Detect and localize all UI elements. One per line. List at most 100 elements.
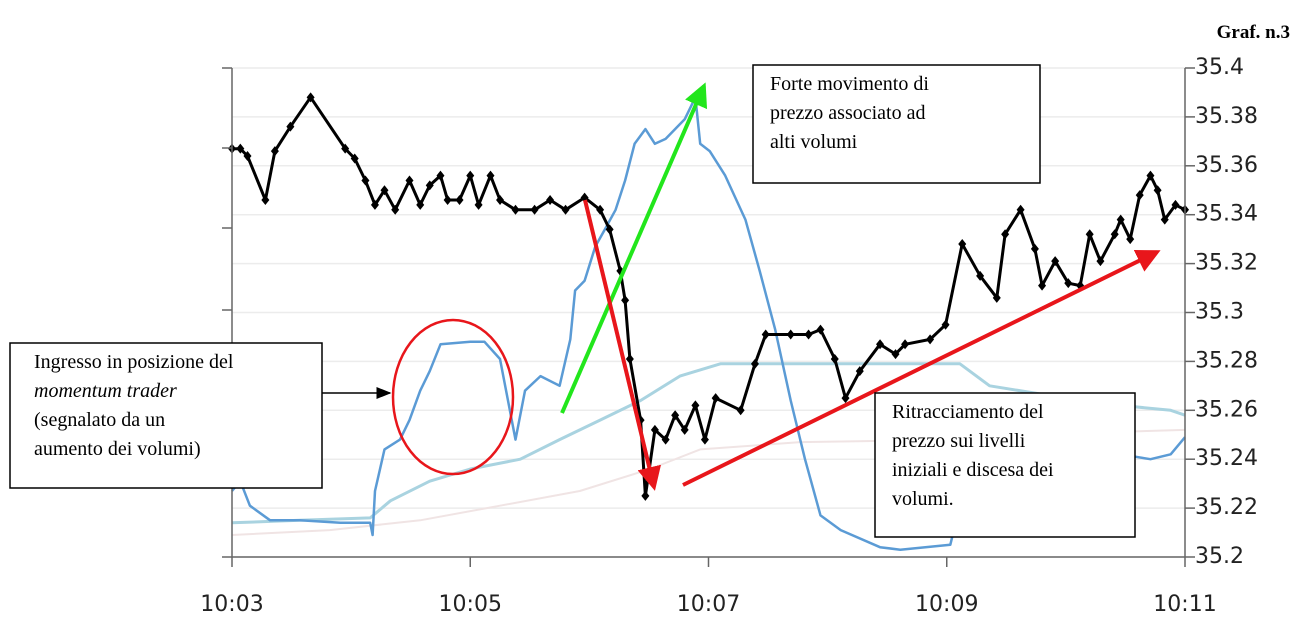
y-tick-label: 35.28 [1195,348,1258,373]
point-marker [350,153,359,164]
point-marker [486,170,495,181]
red-arrow [682,250,1161,487]
point-marker [1126,234,1135,245]
point-marker [455,195,464,206]
point-marker [496,195,505,206]
y-tick-label: 35.2 [1195,544,1244,569]
point-marker [700,434,709,445]
point-marker [1116,214,1125,225]
point-marker [261,195,270,206]
annotation-text: prezzo associato ad [770,102,925,124]
point-marker [816,324,825,335]
y-tick-label: 35.38 [1195,104,1258,129]
point-marker [425,180,434,191]
point-marker [941,319,950,330]
point-marker [691,400,700,411]
annotation-text: Ritracciamento del [892,401,1044,423]
annotation-text: aumento dei volumi) [34,438,201,460]
point-marker [474,199,483,210]
y-tick-label: 35.22 [1195,495,1258,520]
point-marker [1064,278,1073,289]
point-marker [1038,280,1047,291]
point-marker [841,393,850,404]
x-tick-label: 10:05 [439,592,502,617]
point-marker [306,92,315,103]
point-marker [736,405,745,416]
point-marker [270,146,279,157]
point-marker [641,490,650,501]
point-marker [341,143,350,154]
point-marker [680,424,689,435]
y-tick-label: 35.3 [1195,300,1244,325]
point-marker [661,434,670,445]
point-marker [561,204,570,215]
red-arrow [583,199,661,491]
annotation-text: prezzo sui livelli [892,430,1026,452]
y-tick-label: 35.32 [1195,251,1258,276]
annotation-text: volumi. [892,488,954,510]
point-marker [361,175,370,186]
point-marker [605,224,614,235]
point-marker [405,175,414,186]
corner-label: Graf. n.3 [1217,22,1290,43]
highlight-ellipse [391,318,515,476]
x-tick-label: 10:07 [677,592,740,617]
point-marker [530,204,539,215]
point-marker [1110,229,1119,240]
point-marker [625,353,634,364]
point-marker [1135,190,1144,201]
notes: Forte movimento di prezzo associato ad alt… [34,73,1054,510]
point-marker [1171,199,1180,210]
point-marker [1096,256,1105,267]
point-marker [436,170,445,181]
point-marker [750,358,759,369]
point-marker [650,424,659,435]
annotation-text: Forte movimento di [770,73,929,95]
point-marker [1051,256,1060,267]
point-marker [876,339,885,350]
point-marker [804,329,813,340]
point-marker [992,292,1001,303]
point-marker [1146,170,1155,181]
point-marker [1160,214,1169,225]
point-marker [926,334,935,345]
point-marker [370,199,379,210]
point-marker [621,295,630,306]
annotation-text: alti volumi [770,131,858,153]
x-tick-label: 10:11 [1153,592,1216,617]
note-box [874,392,1136,538]
point-marker [891,349,900,360]
point-marker [901,339,910,350]
point-marker [466,170,475,181]
point-marker [855,366,864,377]
point-marker [243,151,252,162]
point-marker [380,185,389,196]
annotation-text: Ingresso in posizione del [34,351,234,373]
point-marker [596,204,605,215]
point-marker [286,121,295,132]
x-tick-label: 10:09 [915,592,978,617]
note-box [752,64,1041,184]
point-marker [511,204,520,215]
y-tick-label: 35.4 [1195,55,1244,80]
point-marker [958,239,967,250]
point-marker [711,393,720,404]
point-marker [830,353,839,364]
point-marker [1153,185,1162,196]
point-marker [391,204,400,215]
y-tick-label: 35.34 [1195,202,1258,227]
point-marker [1030,243,1039,254]
y-tick-label: 35.26 [1195,397,1258,422]
annotation-text: iniziali e discesa dei [892,459,1054,481]
point-marker [976,270,985,281]
note-box [9,342,323,489]
point-marker [1085,229,1094,240]
y-tick-label: 35.24 [1195,446,1258,471]
annotation-text: momentum trader [34,380,177,402]
point-marker [443,195,452,206]
annotation-text: (segnalato da un [34,409,165,431]
green-arrow [560,82,708,414]
point-marker [786,329,795,340]
point-marker [761,329,770,340]
